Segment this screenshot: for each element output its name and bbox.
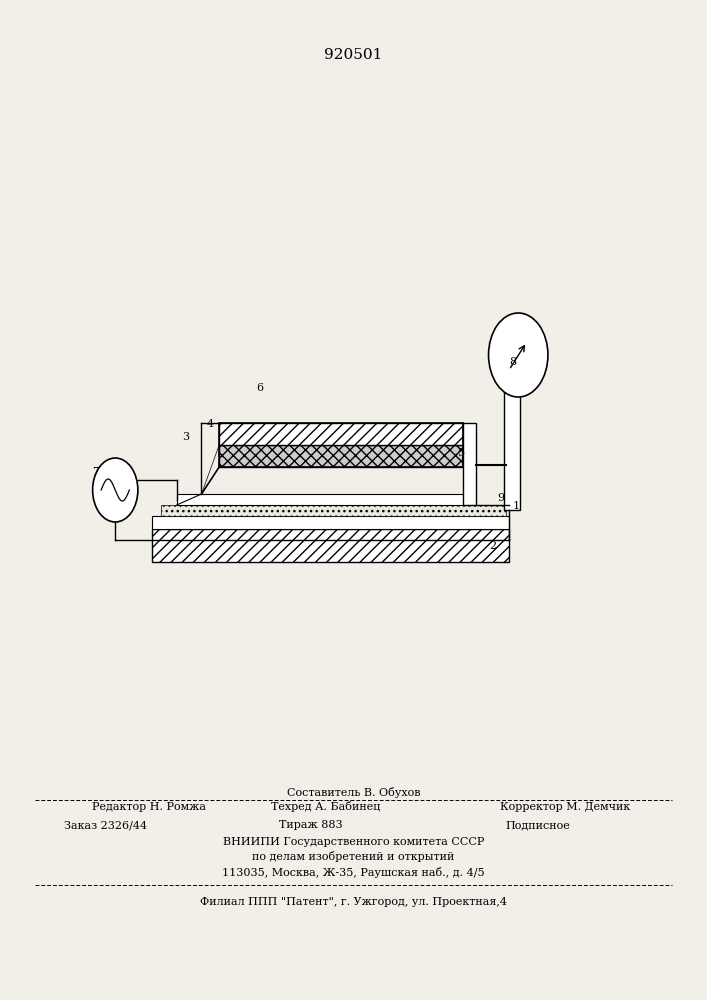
Circle shape — [489, 313, 548, 397]
Text: 8: 8 — [509, 357, 516, 367]
Bar — [219, 423, 463, 445]
Text: 4: 4 — [206, 419, 214, 429]
Bar — [463, 423, 476, 505]
Text: Заказ 2326/44: Заказ 2326/44 — [64, 820, 147, 830]
Bar — [504, 390, 520, 510]
Text: Подписное: Подписное — [505, 820, 570, 830]
Text: 2: 2 — [489, 541, 496, 551]
Text: 113035, Москва, Ж-35, Раушская наб., д. 4/5: 113035, Москва, Ж-35, Раушская наб., д. … — [222, 866, 485, 878]
Text: 1: 1 — [513, 501, 520, 511]
Text: 7: 7 — [92, 467, 99, 477]
Text: 9: 9 — [498, 493, 505, 503]
Text: Филиал ППП "Патент", г. Ужгород, ул. Проектная,4: Филиал ППП "Патент", г. Ужгород, ул. Про… — [200, 897, 507, 907]
Text: Составитель В. Обухов: Составитель В. Обухов — [287, 786, 420, 798]
Bar — [152, 529, 509, 562]
Circle shape — [93, 458, 138, 522]
Text: ВНИИПИ Государственного комитета СССР: ВНИИПИ Государственного комитета СССР — [223, 837, 484, 847]
Bar — [161, 505, 506, 516]
Text: 920501: 920501 — [325, 48, 382, 62]
Bar — [177, 494, 470, 505]
Text: по делам изобретений и открытий: по делам изобретений и открытий — [252, 852, 455, 862]
Bar — [219, 423, 463, 467]
Text: 5: 5 — [458, 448, 465, 458]
Text: Тираж 883: Тираж 883 — [279, 820, 343, 830]
Text: 3: 3 — [182, 432, 189, 442]
Text: Техред А. Бабинец: Техред А. Бабинец — [271, 802, 380, 812]
Text: Корректор М. Демчик: Корректор М. Демчик — [501, 802, 631, 812]
Text: Редактор Н. Ромжа: Редактор Н. Ромжа — [92, 802, 206, 812]
Bar — [219, 445, 463, 467]
Bar — [152, 516, 509, 529]
Text: 6: 6 — [256, 383, 263, 393]
